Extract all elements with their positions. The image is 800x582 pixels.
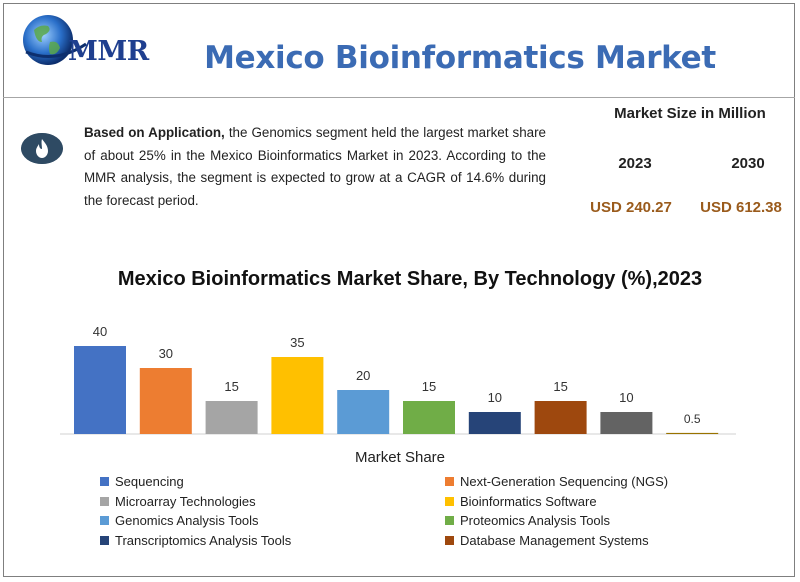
legend-swatch [445,516,454,525]
legend-item-4: Bioinformatics Software [445,494,597,512]
page-title: Mexico Bioinformatics Market [204,40,716,76]
legend-swatch [445,496,454,506]
legend-swatch [100,496,109,506]
bar-value-label-1: 40 [93,324,107,339]
logo-text: MMR [68,36,149,67]
legend-item-5: Genomics Analysis Tools [100,513,259,531]
bar-1 [74,346,126,434]
chart-title: Mexico Bioinformatics Market Share, By T… [117,268,703,290]
market-value-2030: USD 612.38 [700,199,782,216]
bar-3 [205,401,258,434]
bar-7 [468,412,521,434]
bar-value-label-2: 30 [159,346,173,361]
legend-item-6: Proteomics Analysis Tools [445,513,610,531]
bar-value-label-5: 20 [356,368,370,383]
bar-value-label-8: 15 [553,379,567,394]
mmr-logo [23,15,87,65]
bar-5 [337,390,390,434]
year-2030-label: 2030 [731,155,765,172]
globe-icon [23,15,73,65]
legend-swatch [445,477,454,486]
legend-label: Transcriptomics Analysis Tools [115,532,292,548]
market-size-heading: Market Size in Million [614,105,766,122]
legend-item-2: Next-Generation Sequencing (NGS) [445,474,668,492]
highlight-lead: Based on Application, [84,125,225,140]
bar-value-label-4: 35 [290,335,304,350]
legend-item-1: Sequencing [100,474,184,492]
bar-2 [139,368,192,434]
bar-10 [666,432,719,434]
year-2023-label: 2023 [618,155,652,172]
legend-label: Microarray Technologies [115,493,256,509]
bar-value-label-9: 10 [619,390,633,405]
legend-label: Sequencing [115,474,184,489]
legend-item-7: Transcriptomics Analysis Tools [100,533,291,551]
legend-item-8: Database Management Systems [445,533,649,551]
highlight-text: Based on Application, the Genomics segme… [84,122,546,212]
bar-value-label-6: 15 [422,379,436,394]
bar-value-label-7: 10 [488,390,502,405]
bar-8 [534,401,587,434]
legend-label: Genomics Analysis Tools [115,513,259,528]
legend-label: Next-Generation Sequencing (NGS) [460,474,669,489]
legend-swatch [445,535,454,545]
bar-value-label-3: 15 [224,379,238,394]
flame-icon [21,133,63,164]
infographic-frame [3,3,795,577]
legend-label: Database Management Systems [460,532,649,548]
legend-label: Proteomics Analysis Tools [460,513,611,528]
highlight-body: the Genomics segment held the largest ma… [84,125,546,208]
legend-label: Bioinformatics Software [460,493,597,509]
header-divider [3,97,795,98]
bar-4 [271,357,324,434]
bar-6 [403,401,455,434]
bar-value-label-10: 0.5 [684,412,701,426]
legend-swatch [100,516,109,525]
bar-9 [600,412,653,434]
legend-swatch [100,477,109,486]
legend-swatch [100,535,109,545]
chart-xlabel: Market Share [354,449,446,466]
market-value-2023: USD 240.27 [590,199,672,216]
legend-item-3: Microarray Technologies [100,494,256,512]
